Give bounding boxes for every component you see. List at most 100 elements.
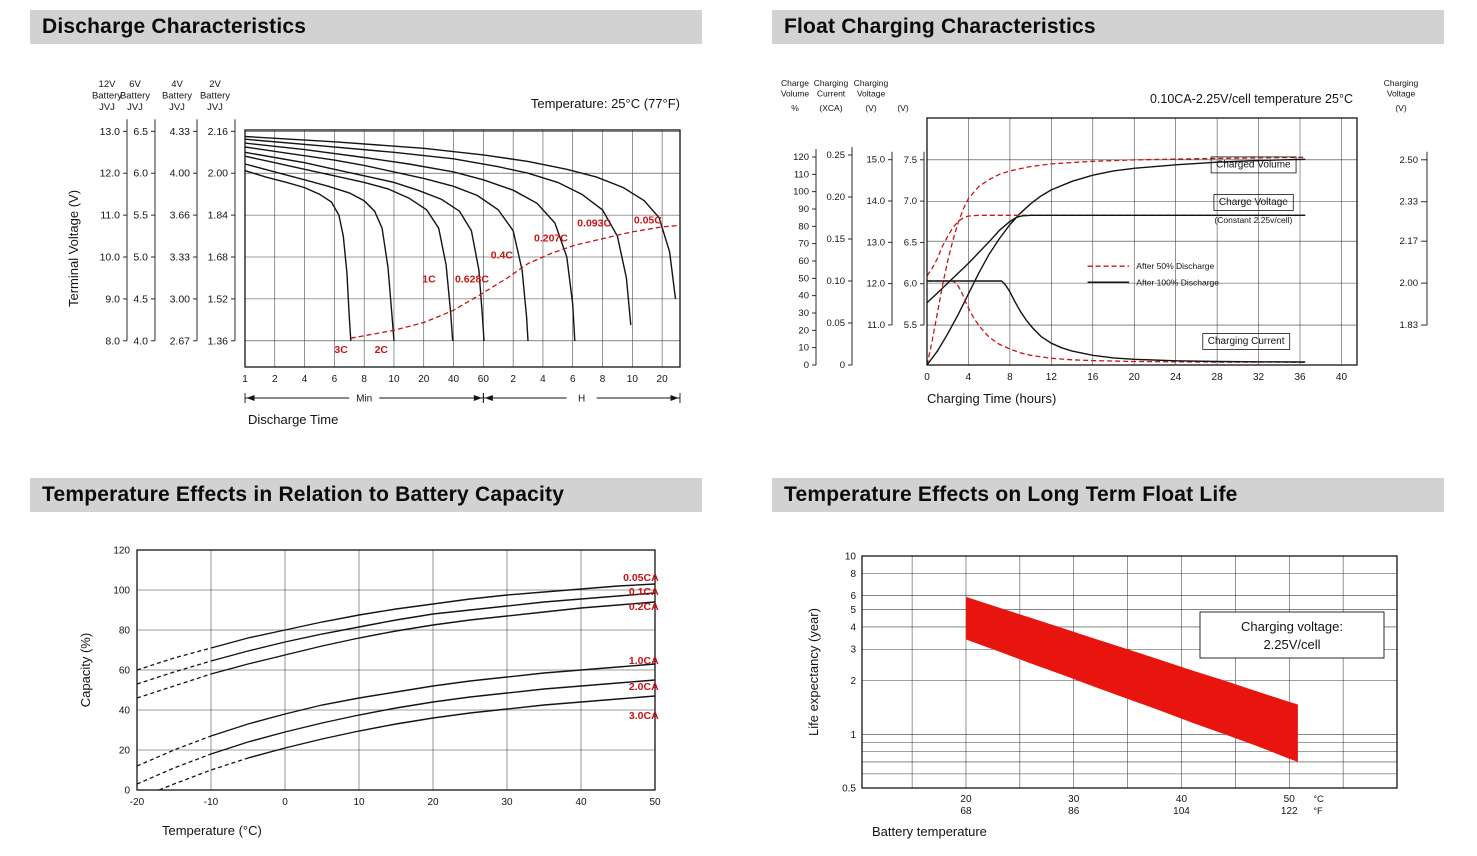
svg-text:50: 50 [798, 273, 809, 284]
svg-text:2.50: 2.50 [1400, 155, 1419, 166]
svg-text:(V): (V) [897, 103, 909, 113]
svg-text:5.5: 5.5 [904, 320, 917, 331]
svg-text:30: 30 [501, 797, 513, 808]
svg-text:Life expectancy (year): Life expectancy (year) [806, 608, 821, 736]
svg-text:0: 0 [840, 360, 845, 371]
svg-text:12.0: 12.0 [100, 168, 121, 180]
svg-text:6.5: 6.5 [904, 237, 917, 248]
svg-text:0.2CA: 0.2CA [629, 601, 659, 613]
svg-text:1C: 1C [422, 274, 436, 286]
svg-text:0.10CA-2.25V/cell temperature: 0.10CA-2.25V/cell temperature 25°C [1150, 92, 1353, 106]
svg-text:0.05CA: 0.05CA [623, 572, 659, 584]
svg-text:86: 86 [1068, 806, 1080, 817]
svg-text:4: 4 [540, 374, 546, 385]
svg-text:11.0: 11.0 [100, 210, 120, 222]
svg-text:2: 2 [510, 374, 516, 385]
svg-text:H: H [578, 394, 585, 405]
svg-text:40: 40 [798, 291, 809, 302]
svg-text:12: 12 [1046, 372, 1058, 383]
svg-text:0.4C: 0.4C [491, 250, 514, 262]
svg-text:Current: Current [817, 89, 846, 99]
svg-text:0: 0 [282, 797, 288, 808]
svg-text:3.33: 3.33 [170, 252, 191, 264]
svg-text:%: % [791, 103, 799, 113]
svg-text:7.5: 7.5 [904, 155, 917, 166]
svg-text:12.0: 12.0 [867, 279, 886, 290]
svg-text:Charged Volume: Charged Volume [1216, 159, 1291, 170]
svg-text:16: 16 [1087, 372, 1099, 383]
svg-text:Capacity (%): Capacity (%) [78, 633, 93, 707]
svg-text:13.0: 13.0 [100, 126, 121, 138]
svg-text:3C: 3C [334, 344, 348, 356]
svg-text:20: 20 [1129, 372, 1141, 383]
svg-text:0.093C: 0.093C [577, 218, 611, 230]
svg-text:Battery: Battery [120, 91, 150, 102]
svg-text:3: 3 [850, 645, 856, 656]
svg-text:Charge Voltage: Charge Voltage [1219, 197, 1288, 208]
svg-text:Voltage: Voltage [857, 89, 886, 99]
svg-text:100: 100 [113, 586, 130, 597]
svg-text:8: 8 [600, 374, 606, 385]
svg-text:9.0: 9.0 [105, 293, 120, 305]
svg-text:0.05C: 0.05C [634, 214, 662, 226]
svg-text:120: 120 [793, 152, 809, 163]
svg-text:7.0: 7.0 [904, 196, 917, 207]
svg-text:20: 20 [427, 797, 439, 808]
panel-temperature-vs-capacity: Temperature Effects in Relation to Batte… [30, 478, 720, 856]
svg-text:20: 20 [798, 325, 809, 336]
svg-text:80: 80 [119, 626, 131, 637]
svg-text:13.0: 13.0 [867, 237, 886, 248]
svg-text:122: 122 [1281, 806, 1298, 817]
svg-text:70: 70 [798, 239, 809, 250]
svg-text:10: 10 [798, 343, 809, 354]
svg-text:6: 6 [570, 374, 576, 385]
svg-text:6: 6 [850, 591, 856, 602]
svg-text:80: 80 [798, 221, 809, 232]
svg-text:40: 40 [1176, 794, 1188, 805]
temperature-vs-float-life-chart: 1086543210.5206830864010450122°C°FChargi… [806, 552, 1398, 839]
svg-text:10: 10 [845, 552, 857, 563]
svg-text:32: 32 [1253, 372, 1265, 383]
svg-text:50: 50 [1284, 794, 1296, 805]
svg-text:110: 110 [794, 169, 809, 180]
svg-text:2V: 2V [209, 79, 221, 90]
svg-text:60: 60 [478, 374, 490, 385]
svg-text:10.0: 10.0 [100, 252, 121, 264]
svg-text:4: 4 [302, 374, 308, 385]
svg-text:2.00: 2.00 [208, 168, 229, 180]
svg-text:2.0CA: 2.0CA [629, 681, 659, 693]
svg-text:(V): (V) [1395, 103, 1407, 113]
svg-text:4: 4 [850, 622, 856, 633]
svg-text:JVJ: JVJ [127, 102, 143, 113]
svg-text:8: 8 [361, 374, 367, 385]
svg-text:JVJ: JVJ [99, 102, 115, 113]
svg-text:68: 68 [960, 806, 972, 817]
svg-text:Charging: Charging [1384, 78, 1419, 88]
svg-text:1.68: 1.68 [208, 252, 229, 264]
svg-text:40: 40 [448, 374, 460, 385]
svg-text:14.0: 14.0 [867, 196, 886, 207]
float-charging-characteristics-chart: 0.10CA-2.25V/cell temperature 25°C Charge… [781, 78, 1428, 406]
panel-float-charging-characteristics: Float Charging Characteristics 0.10CA-2.… [772, 10, 1462, 448]
panel-title-temperature-capacity: Temperature Effects in Relation to Batte… [30, 478, 702, 512]
svg-text:Charging: Charging [814, 78, 849, 88]
panel-title-float-charging: Float Charging Characteristics [772, 10, 1444, 44]
svg-text:After 100% Discharge: After 100% Discharge [1136, 277, 1219, 287]
svg-text:Voltage: Voltage [1387, 89, 1416, 99]
svg-text:20: 20 [960, 794, 972, 805]
svg-text:1.52: 1.52 [208, 293, 229, 305]
svg-text:2.00: 2.00 [1400, 278, 1419, 289]
svg-text:Charging: Charging [854, 78, 889, 88]
svg-text:Temperature (°C): Temperature (°C) [162, 823, 262, 838]
svg-text:20: 20 [119, 746, 131, 757]
svg-text:Min: Min [356, 394, 372, 405]
svg-text:5.0: 5.0 [133, 252, 148, 264]
svg-text:(Constant 2.25v/cell): (Constant 2.25v/cell) [1214, 215, 1292, 225]
temperature-vs-capacity-chart: 0 20 40 60 80 100 120 -20 -10 0 10 20 30 40 50 0.05CA 0.… [78, 546, 661, 839]
svg-text:60: 60 [798, 256, 809, 267]
svg-text:1: 1 [242, 374, 248, 385]
svg-text:10: 10 [388, 374, 400, 385]
svg-text:12V: 12V [99, 79, 117, 90]
